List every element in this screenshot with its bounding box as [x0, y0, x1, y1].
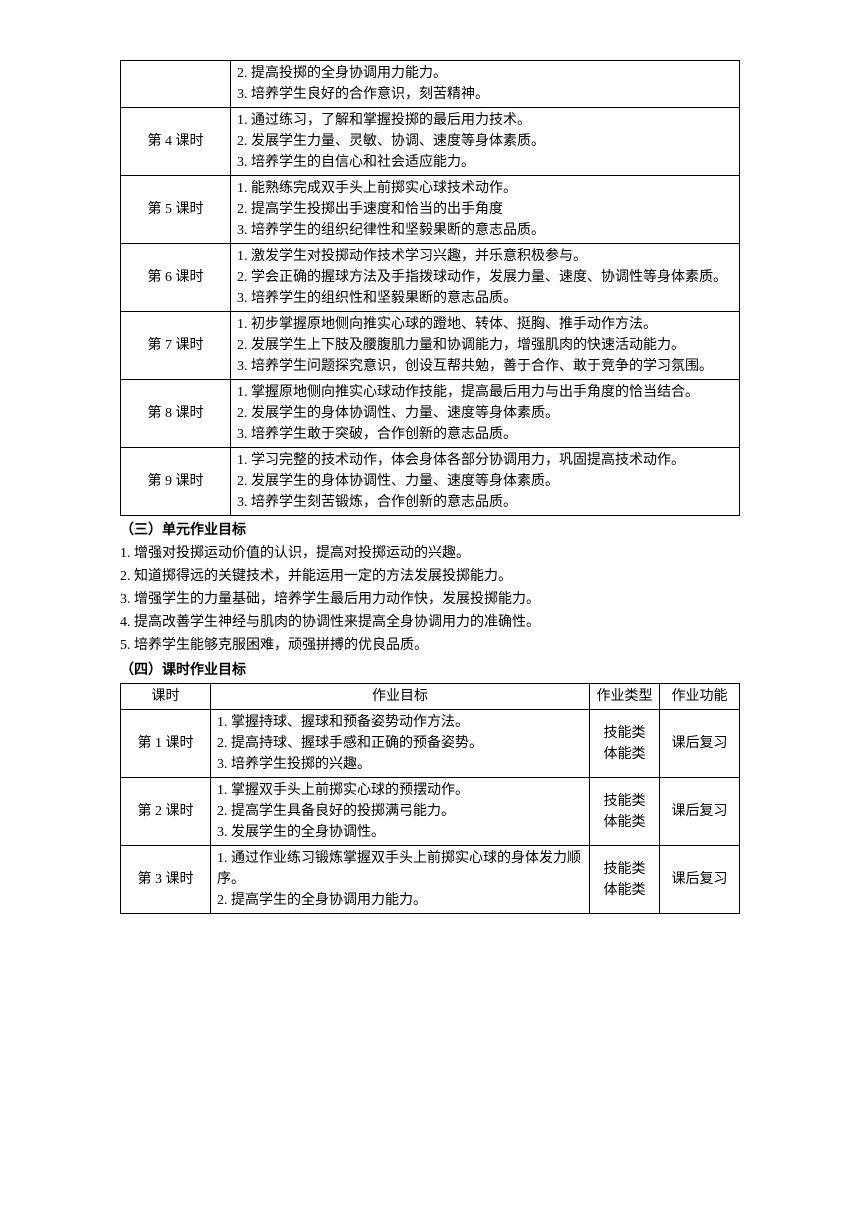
content-line: 1. 掌握原地侧向推实心球动作技能，提高最后用力与出手角度的恰当结合。: [237, 382, 733, 403]
section-3-item: 4. 提高改善学生神经与肌肉的协调性来提高全身协调用力的准确性。: [120, 612, 740, 633]
section-3-item: 5. 培养学生能够克服困难，顽强拼搏的优良品质。: [120, 635, 740, 656]
table-row: 第 4 课时1. 通过练习，了解和掌握投掷的最后用力技术。2. 发展学生力量、灵…: [121, 108, 740, 176]
goal-line: 2. 提高学生具备良好的投掷满弓能力。: [217, 801, 583, 822]
func-cell: 课后复习: [660, 846, 740, 914]
content-cell: 1. 掌握原地侧向推实心球动作技能，提高最后用力与出手角度的恰当结合。2. 发展…: [231, 380, 740, 448]
table-row: 第 8 课时1. 掌握原地侧向推实心球动作技能，提高最后用力与出手角度的恰当结合…: [121, 380, 740, 448]
content-line: 3. 培养学生良好的合作意识，刻苦精神。: [237, 84, 733, 105]
period-cell: 第 6 课时: [121, 244, 231, 312]
content-line: 2. 提高投掷的全身协调用力能力。: [237, 63, 733, 84]
type-line: 体能类: [596, 880, 653, 901]
table-header-row: 课时 作业目标 作业类型 作业功能: [121, 684, 740, 710]
table-row: 第 1 课时1. 掌握持球、握球和预备姿势动作方法。2. 提高持球、握球手感和正…: [121, 710, 740, 778]
goal-cell: 1. 掌握双手头上前掷实心球的预摆动作。2. 提高学生具备良好的投掷满弓能力。3…: [211, 778, 590, 846]
section-3-item: 1. 增强对投掷运动价值的认识，提高对投掷运动的兴趣。: [120, 543, 740, 564]
goal-line: 1. 掌握持球、握球和预备姿势动作方法。: [217, 712, 583, 733]
section-3-item: 3. 增强学生的力量基础，培养学生最后用力动作快，发展投掷能力。: [120, 589, 740, 610]
table-row: 第 3 课时1. 通过作业练习锻炼掌握双手头上前掷实心球的身体发力顺序。2. 提…: [121, 846, 740, 914]
type-line: 技能类: [596, 859, 653, 880]
type-cell: 技能类体能类: [590, 710, 660, 778]
type-line: 技能类: [596, 791, 653, 812]
content-line: 3. 培养学生刻苦锻炼，合作创新的意志品质。: [237, 492, 733, 513]
period-cell: [121, 61, 231, 108]
content-line: 1. 通过练习，了解和掌握投掷的最后用力技术。: [237, 110, 733, 131]
period-cell: 第 1 课时: [121, 710, 211, 778]
table-row: 第 6 课时1. 激发学生对投掷动作技术学习兴趣，并乐意积极参与。2. 学会正确…: [121, 244, 740, 312]
table-row: 第 9 课时1. 学习完整的技术动作，体会身体各部分协调用力，巩固提高技术动作。…: [121, 448, 740, 516]
content-line: 3. 培养学生的组织性和坚毅果断的意志品质。: [237, 288, 733, 309]
content-line: 3. 培养学生问题探究意识，创设互帮共勉，善于合作、敢于竞争的学习氛围。: [237, 356, 733, 377]
type-cell: 技能类体能类: [590, 778, 660, 846]
table-row: 第 2 课时1. 掌握双手头上前掷实心球的预摆动作。2. 提高学生具备良好的投掷…: [121, 778, 740, 846]
homework-goal-table: 课时 作业目标 作业类型 作业功能 第 1 课时1. 掌握持球、握球和预备姿势动…: [120, 683, 740, 914]
content-line: 3. 培养学生敢于突破，合作创新的意志品质。: [237, 424, 733, 445]
content-cell: 1. 能熟练完成双手头上前掷实心球技术动作。2. 提高学生投掷出手速度和恰当的出…: [231, 176, 740, 244]
section-3-heading: （三）单元作业目标: [120, 520, 740, 541]
table-row: 第 5 课时1. 能熟练完成双手头上前掷实心球技术动作。2. 提高学生投掷出手速…: [121, 176, 740, 244]
section-3-item: 2. 知道掷得远的关键技术，并能运用一定的方法发展投掷能力。: [120, 566, 740, 587]
content-line: 2. 发展学生的身体协调性、力量、速度等身体素质。: [237, 471, 733, 492]
content-cell: 1. 初步掌握原地侧向推实心球的蹬地、转体、挺胸、推手动作方法。2. 发展学生上…: [231, 312, 740, 380]
content-line: 2. 发展学生的身体协调性、力量、速度等身体素质。: [237, 403, 733, 424]
goal-cell: 1. 通过作业练习锻炼掌握双手头上前掷实心球的身体发力顺序。2. 提高学生的全身…: [211, 846, 590, 914]
lesson-plan-table: 2. 提高投掷的全身协调用力能力。3. 培养学生良好的合作意识，刻苦精神。第 4…: [120, 60, 740, 516]
period-cell: 第 7 课时: [121, 312, 231, 380]
func-cell: 课后复习: [660, 778, 740, 846]
period-cell: 第 9 课时: [121, 448, 231, 516]
content-cell: 1. 学习完整的技术动作，体会身体各部分协调用力，巩固提高技术动作。2. 发展学…: [231, 448, 740, 516]
func-cell: 课后复习: [660, 710, 740, 778]
content-line: 3. 培养学生的组织纪律性和坚毅果断的意志品质。: [237, 220, 733, 241]
type-line: 技能类: [596, 723, 653, 744]
goal-line: 1. 通过作业练习锻炼掌握双手头上前掷实心球的身体发力顺序。: [217, 848, 583, 890]
content-line: 1. 初步掌握原地侧向推实心球的蹬地、转体、挺胸、推手动作方法。: [237, 314, 733, 335]
period-cell: 第 5 课时: [121, 176, 231, 244]
content-line: 1. 激发学生对投掷动作技术学习兴趣，并乐意积极参与。: [237, 246, 733, 267]
content-line: 2. 学会正确的握球方法及手指拨球动作，发展力量、速度、协调性等身体素质。: [237, 267, 733, 288]
type-line: 体能类: [596, 812, 653, 833]
table-row: 第 7 课时1. 初步掌握原地侧向推实心球的蹬地、转体、挺胸、推手动作方法。2.…: [121, 312, 740, 380]
content-line: 2. 发展学生上下肢及腰腹肌力量和协调能力，增强肌肉的快速活动能力。: [237, 335, 733, 356]
section-3-list: 1. 增强对投掷运动价值的认识，提高对投掷运动的兴趣。2. 知道掷得远的关键技术…: [120, 543, 740, 656]
period-cell: 第 4 课时: [121, 108, 231, 176]
content-cell: 1. 通过练习，了解和掌握投掷的最后用力技术。2. 发展学生力量、灵敏、协调、速…: [231, 108, 740, 176]
goal-line: 2. 提高持球、握球手感和正确的预备姿势。: [217, 733, 583, 754]
header-period: 课时: [121, 684, 211, 710]
content-cell: 2. 提高投掷的全身协调用力能力。3. 培养学生良好的合作意识，刻苦精神。: [231, 61, 740, 108]
goal-line: 2. 提高学生的全身协调用力能力。: [217, 890, 583, 911]
header-goal: 作业目标: [211, 684, 590, 710]
type-cell: 技能类体能类: [590, 846, 660, 914]
goal-cell: 1. 掌握持球、握球和预备姿势动作方法。2. 提高持球、握球手感和正确的预备姿势…: [211, 710, 590, 778]
period-cell: 第 3 课时: [121, 846, 211, 914]
goal-line: 3. 发展学生的全身协调性。: [217, 822, 583, 843]
period-cell: 第 2 课时: [121, 778, 211, 846]
content-line: 1. 学习完整的技术动作，体会身体各部分协调用力，巩固提高技术动作。: [237, 450, 733, 471]
table-row: 2. 提高投掷的全身协调用力能力。3. 培养学生良好的合作意识，刻苦精神。: [121, 61, 740, 108]
goal-line: 3. 培养学生投掷的兴趣。: [217, 754, 583, 775]
header-func: 作业功能: [660, 684, 740, 710]
content-line: 2. 发展学生力量、灵敏、协调、速度等身体素质。: [237, 131, 733, 152]
content-line: 1. 能熟练完成双手头上前掷实心球技术动作。: [237, 178, 733, 199]
section-4-heading: （四）课时作业目标: [120, 660, 740, 681]
type-line: 体能类: [596, 744, 653, 765]
period-cell: 第 8 课时: [121, 380, 231, 448]
header-type: 作业类型: [590, 684, 660, 710]
goal-line: 1. 掌握双手头上前掷实心球的预摆动作。: [217, 780, 583, 801]
content-line: 3. 培养学生的自信心和社会适应能力。: [237, 152, 733, 173]
content-cell: 1. 激发学生对投掷动作技术学习兴趣，并乐意积极参与。2. 学会正确的握球方法及…: [231, 244, 740, 312]
content-line: 2. 提高学生投掷出手速度和恰当的出手角度: [237, 199, 733, 220]
